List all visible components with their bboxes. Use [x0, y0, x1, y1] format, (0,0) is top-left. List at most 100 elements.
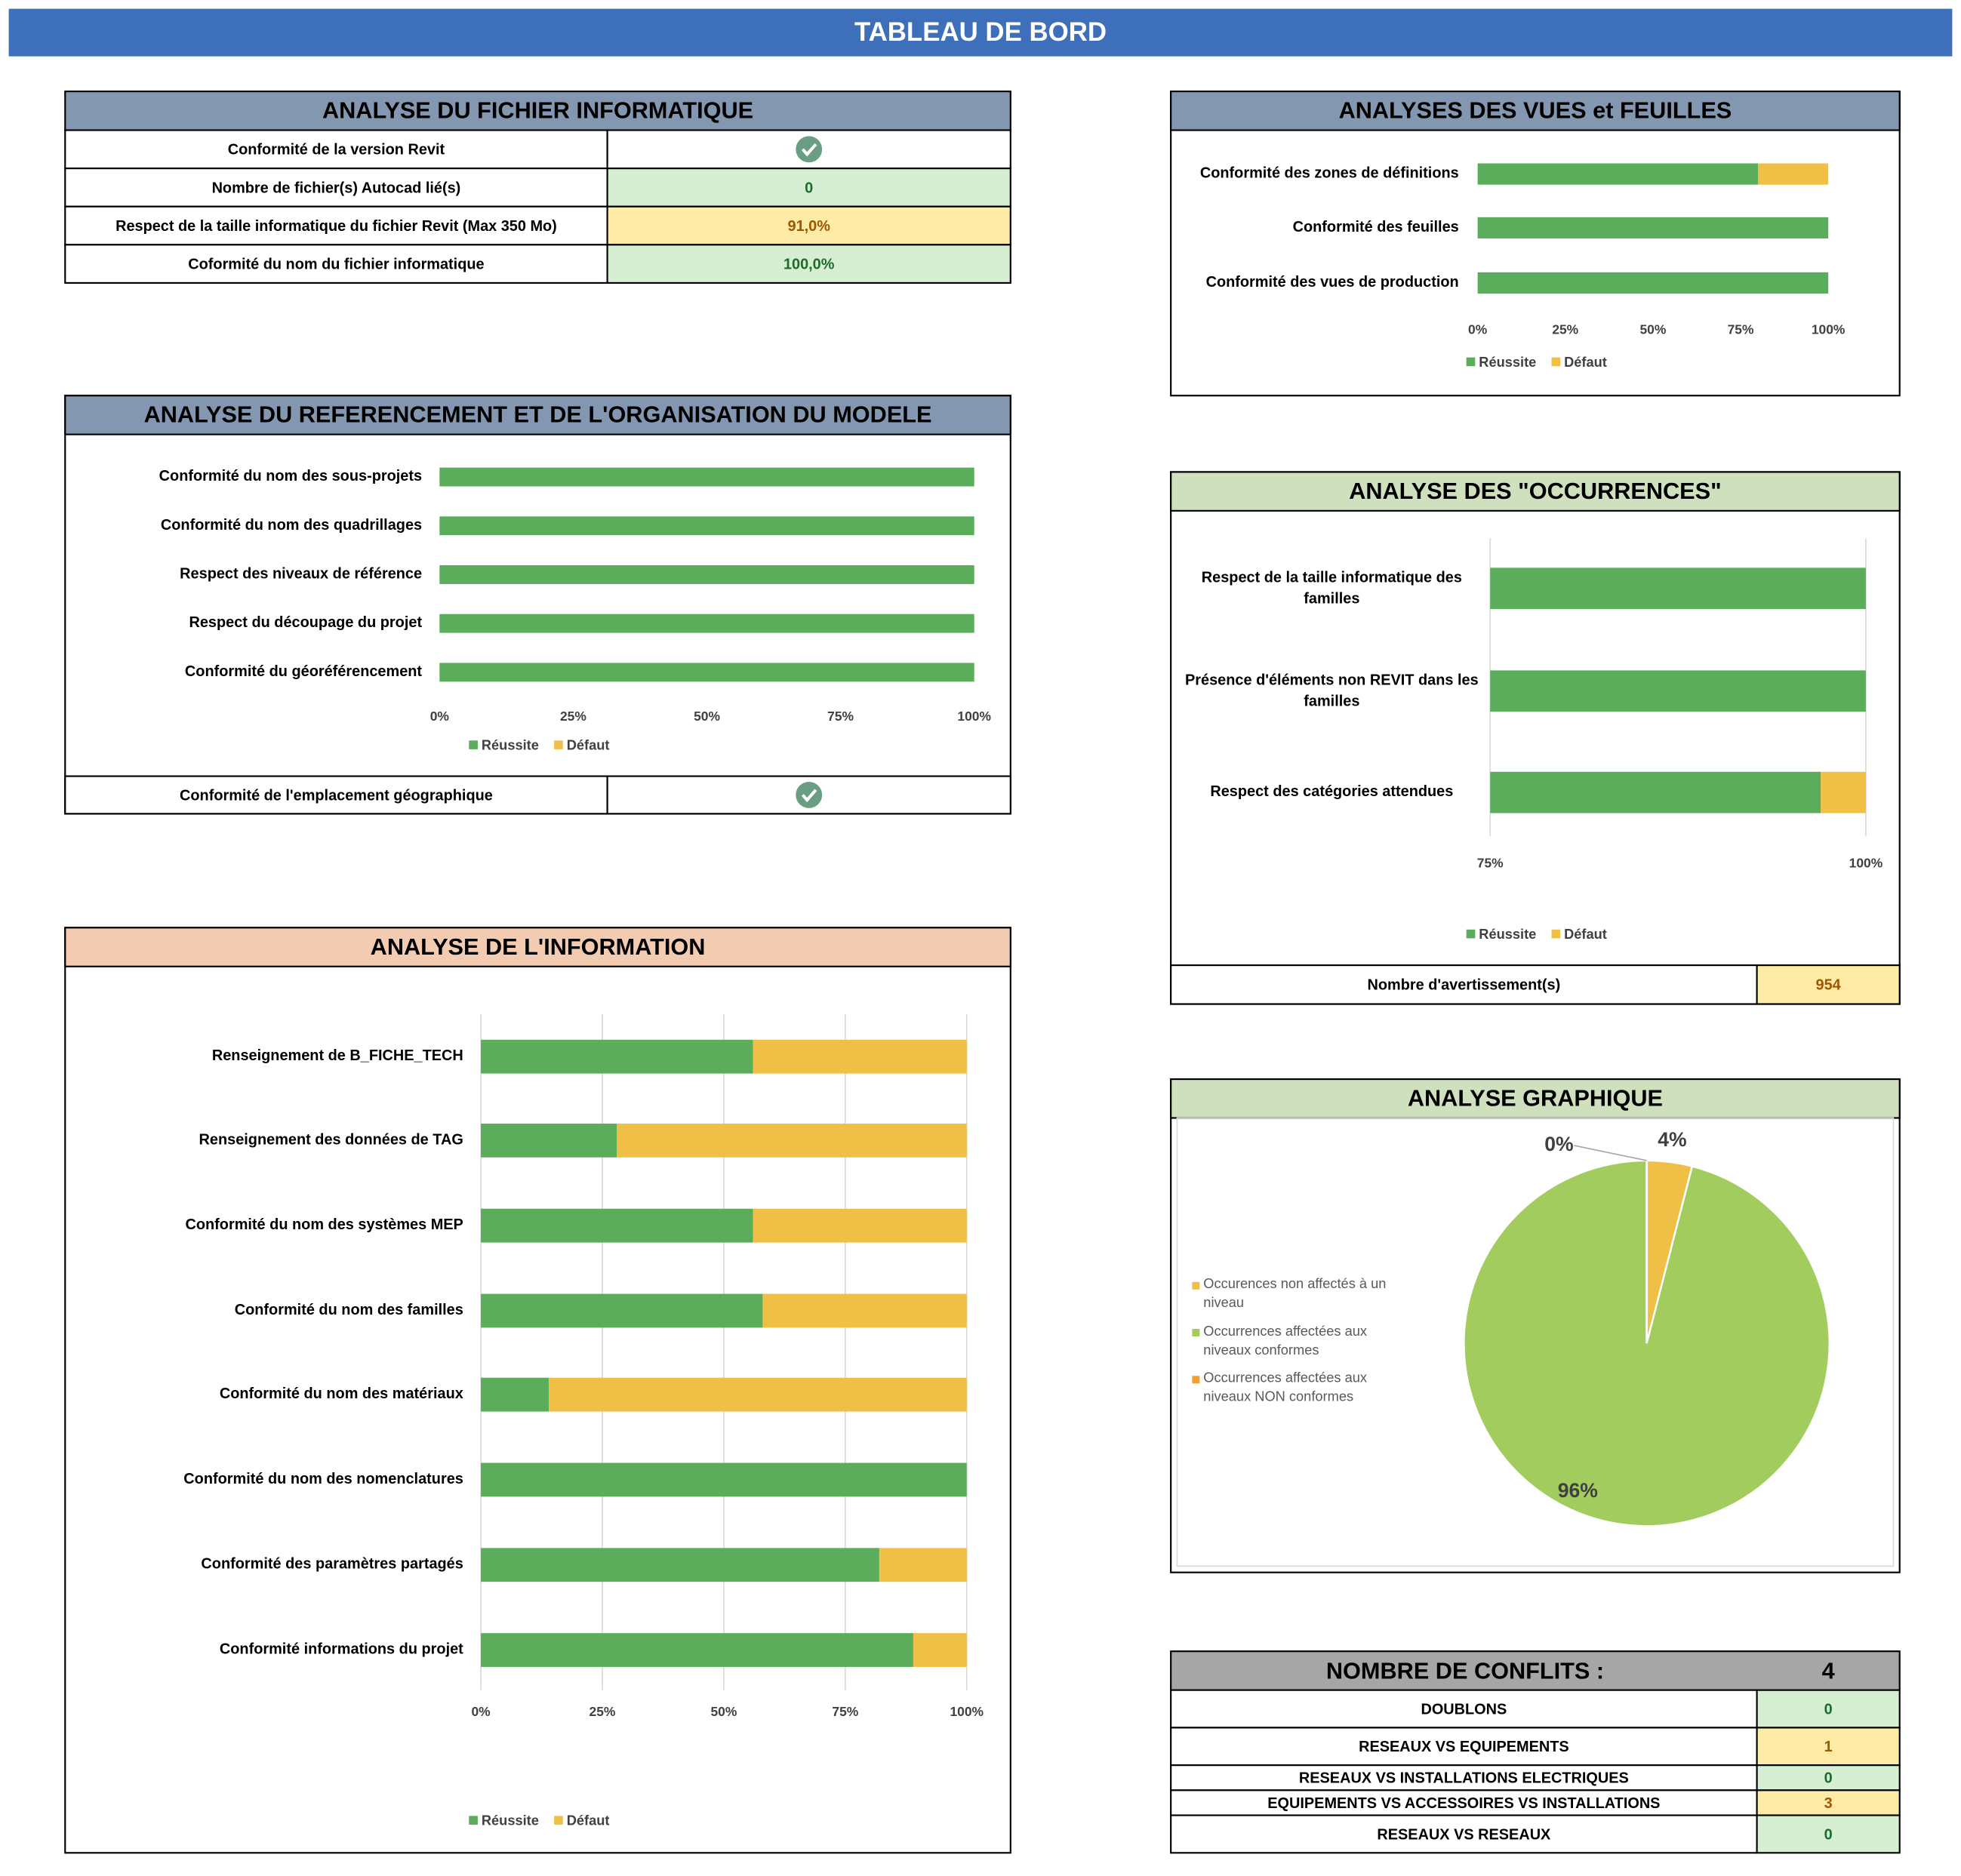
legend-label: Défaut [1564, 926, 1607, 942]
row-value: 0 [1824, 1770, 1833, 1787]
category-label: Respect des niveaux de référence [180, 564, 423, 583]
section-header [1170, 1650, 1901, 1691]
table-cell [1170, 964, 1758, 1005]
conflicts-total: 4 [1822, 1658, 1835, 1684]
section-header [1170, 91, 1901, 131]
x-tick-label: 50% [694, 709, 720, 724]
row-value: 3 [1824, 1795, 1833, 1812]
legend-label-box: Occurrences affectées aux niveaux confor… [1203, 1324, 1368, 1358]
x-tick-label: 75% [1477, 855, 1504, 870]
legend-label: Défaut [567, 1813, 610, 1828]
category-label: Respect des catégories attendues [1210, 783, 1454, 801]
category-label: Conformité du nom des sous-projets [159, 467, 423, 485]
row-value: 100,0% [783, 257, 835, 273]
bar-segment [439, 614, 974, 633]
row-label: RESEAUX VS EQUIPEMENTS [1359, 1739, 1569, 1755]
x-tick-label: 0% [1468, 322, 1488, 337]
bar-segment [753, 1208, 967, 1243]
x-tick-label: 75% [832, 1704, 858, 1719]
x-tick-label: 25% [560, 709, 586, 724]
bar-segment [481, 1633, 913, 1667]
legend-label: Réussite [482, 1813, 539, 1828]
category-label-box: Présence d'éléments non REVIT dans les f… [1185, 671, 1479, 710]
legend-swatch [469, 1816, 478, 1825]
category-label-box: Conformité des feuilles [1292, 218, 1459, 236]
category-label-box: Conformité du nom des matériaux [220, 1385, 463, 1402]
bar-segment [481, 1548, 879, 1582]
x-tick-label: 25% [1552, 322, 1578, 337]
table-cell [1756, 964, 1901, 1005]
pie-label: 96% [1558, 1479, 1598, 1502]
bar-segment [1477, 272, 1829, 294]
category-label: Conformité du nom des quadrillages [160, 515, 423, 534]
category-label: Conformité des paramètres partagés [201, 1555, 463, 1573]
section-header [1170, 1078, 1901, 1119]
section-title: NOMBRE DE CONFLITS : [1326, 1658, 1604, 1684]
panel [64, 395, 1011, 815]
bar-segment [481, 1208, 753, 1243]
bar-segment [617, 1123, 967, 1158]
x-tick-label: 50% [1639, 322, 1666, 337]
bar-segment [753, 1039, 967, 1074]
x-tick-label: 25% [590, 1704, 616, 1719]
legend-label: Occurrences affectées aux niveaux NON co… [1203, 1370, 1368, 1406]
bar-segment [439, 565, 974, 584]
section-header [64, 927, 1011, 967]
table-cell [64, 205, 608, 246]
bar-segment [1758, 163, 1829, 185]
legend-label: Défaut [1564, 354, 1607, 370]
bar-segment [481, 1377, 550, 1412]
x-tick-label: 100% [957, 709, 991, 724]
legend-label-box: Occurences non affectés à un niveau [1203, 1277, 1387, 1312]
table-cell [1170, 1814, 1758, 1854]
section-header [64, 395, 1011, 435]
leader-line [1574, 1145, 1647, 1161]
category-label-box: Conformité du géoréférencement [185, 663, 422, 680]
legend-swatch [554, 1816, 563, 1825]
row-label: RESEAUX VS RESEAUX [1377, 1826, 1551, 1843]
table-cell [64, 168, 608, 208]
category-label-box: Renseignement de B_FICHE_TECH [212, 1047, 463, 1064]
legend-label: Défaut [567, 737, 610, 753]
legend-label: Réussite [1479, 926, 1536, 942]
category-label: Conformité du nom des nomenclatures [183, 1470, 463, 1488]
row-value: 954 [1816, 977, 1841, 994]
table-cell [1756, 1789, 1901, 1816]
legend-swatch [1551, 357, 1561, 367]
category-label: Renseignement des données de TAG [199, 1130, 463, 1149]
check-icon [796, 782, 823, 808]
page-title: TABLEAU DE BORD [854, 17, 1107, 47]
x-tick-label: 75% [1728, 322, 1754, 337]
x-tick-label: 0% [430, 709, 450, 724]
x-tick-label: 0% [471, 1704, 491, 1719]
bar-segment [1490, 771, 1821, 813]
category-label: Conformité des vues de production [1205, 273, 1459, 291]
category-label-box: Respect de la taille informatique des fa… [1202, 568, 1462, 607]
bar-segment [913, 1633, 967, 1667]
bar-segment [439, 467, 974, 487]
row-label: EQUIPEMENTS VS ACCESSOIRES VS INSTALLATI… [1267, 1795, 1660, 1812]
legend-label: Occurences non affectés à un niveau [1203, 1277, 1387, 1312]
bar-segment [549, 1377, 967, 1412]
category-label-box: Renseignement des données de TAG [199, 1130, 463, 1149]
category-label-box: Respect du découpage du projet [189, 614, 423, 632]
legend-label: Occurrences affectées aux niveaux confor… [1203, 1324, 1368, 1358]
category-label-box: Respect des niveaux de référence [180, 564, 423, 583]
category-label-box: Conformité des paramètres partagés [201, 1555, 463, 1573]
bar-segment [481, 1123, 617, 1158]
section-header [64, 91, 1011, 131]
bar-segment [439, 516, 974, 536]
row-value: 1 [1824, 1739, 1833, 1755]
category-label: Conformité informations du projet [219, 1640, 463, 1658]
bar-segment [762, 1293, 967, 1328]
section-header [1170, 471, 1901, 512]
section-title: ANALYSE DU REFERENCEMENT ET DE L'ORGANIS… [144, 401, 932, 428]
row-value: 91,0% [788, 218, 831, 235]
row-label: RESEAUX VS INSTALLATIONS ELECTRIQUES [1299, 1770, 1629, 1787]
category-label: Respect du découpage du projet [189, 614, 423, 632]
category-label: Conformité des feuilles [1292, 218, 1459, 236]
legend-swatch [1466, 929, 1476, 939]
row-label: DOUBLONS [1421, 1701, 1507, 1718]
category-label-box: Respect des catégories attendues [1210, 783, 1454, 801]
